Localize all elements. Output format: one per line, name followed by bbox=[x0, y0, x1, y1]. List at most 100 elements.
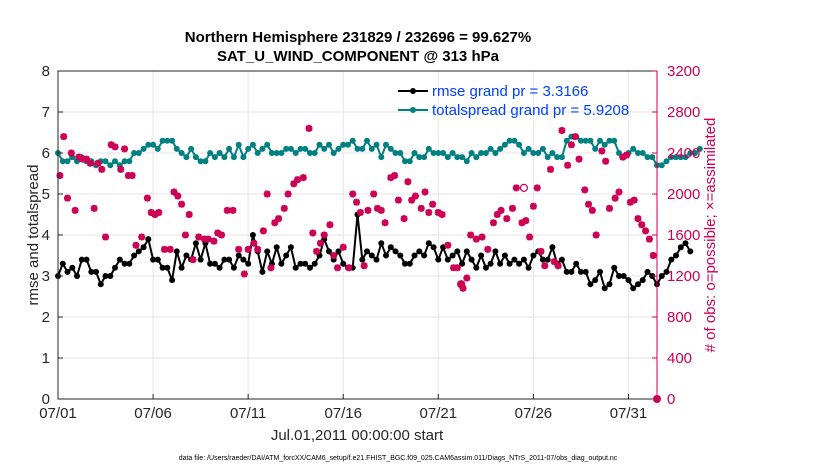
totalspread-point bbox=[330, 150, 337, 156]
obs-assimilated-marker bbox=[425, 208, 433, 216]
obs-assimilated-marker bbox=[320, 231, 328, 239]
totalspread-point bbox=[230, 154, 237, 161]
obs-assimilated-marker bbox=[107, 141, 115, 149]
totalspread-point bbox=[112, 158, 118, 165]
totalspread-point bbox=[287, 145, 294, 152]
obs-assimilated-marker bbox=[634, 215, 642, 223]
obs-assimilated-marker bbox=[64, 194, 72, 202]
totalspread-point bbox=[696, 145, 703, 152]
totalspread-point bbox=[307, 150, 313, 156]
totalspread-point bbox=[378, 154, 385, 161]
obs-assimilated-marker bbox=[313, 247, 321, 255]
totalspread-point bbox=[164, 137, 171, 144]
obs-assimilated-marker bbox=[75, 153, 83, 161]
obs-assimilated-marker bbox=[387, 174, 395, 182]
totalspread-point bbox=[554, 154, 561, 161]
rmse-point bbox=[463, 248, 470, 255]
rmse-point bbox=[150, 256, 157, 263]
totalspread-point bbox=[535, 150, 542, 156]
totalspread-point bbox=[311, 150, 318, 156]
rmse-point bbox=[501, 252, 508, 259]
totalspread-point bbox=[188, 145, 195, 152]
totalspread-point bbox=[406, 158, 413, 165]
obs-assimilated-marker bbox=[185, 211, 193, 218]
obs-assimilated-marker bbox=[642, 227, 650, 235]
totalspread-point bbox=[677, 154, 684, 161]
rmse-point bbox=[107, 273, 114, 279]
totalspread-point bbox=[278, 150, 285, 156]
rmse-point bbox=[539, 256, 546, 263]
y-left-tick-label: 1 bbox=[42, 350, 50, 367]
rmse-point bbox=[307, 264, 313, 271]
totalspread-point bbox=[492, 150, 499, 156]
rmse-point bbox=[164, 264, 171, 271]
obs-assimilated-marker bbox=[98, 165, 106, 173]
obs-assimilated-marker bbox=[147, 208, 155, 216]
totalspread-point bbox=[131, 150, 138, 156]
totalspread-point bbox=[478, 150, 485, 156]
rmse-point bbox=[335, 248, 342, 255]
totalspread-point bbox=[173, 145, 180, 152]
totalspread-point bbox=[345, 141, 351, 148]
x-tick-label: 07/31 bbox=[610, 405, 648, 422]
obs-assimilated-marker bbox=[280, 204, 288, 212]
totalspread-point bbox=[658, 162, 665, 169]
totalspread-point bbox=[226, 145, 233, 152]
obs-assimilated-marker bbox=[421, 188, 429, 196]
y-right-tick-label: 2800 bbox=[667, 104, 700, 121]
rmse-point bbox=[240, 256, 247, 263]
obs-assimilated-marker bbox=[381, 219, 389, 227]
totalspread-point bbox=[430, 150, 437, 156]
y-left-tick-label: 2 bbox=[42, 309, 50, 326]
totalspread-point bbox=[668, 154, 675, 161]
totalspread-point bbox=[254, 150, 261, 156]
rmse-point bbox=[169, 277, 176, 284]
data-file-footnote: data file: /Users/raeder/DAI/ATM_forcXX/… bbox=[179, 455, 618, 462]
x-tick-label: 07/11 bbox=[230, 405, 266, 422]
obs-assimilated-marker bbox=[493, 211, 501, 218]
obs-assimilated-marker bbox=[71, 206, 79, 214]
totalspread-point bbox=[516, 141, 523, 148]
totalspread-point bbox=[463, 158, 470, 165]
obs-assimilated-marker bbox=[404, 178, 412, 186]
rmse-point bbox=[226, 256, 233, 263]
totalspread-point bbox=[64, 158, 71, 165]
obs-assimilated-marker bbox=[250, 239, 258, 247]
rmse-point bbox=[249, 232, 256, 238]
rmse-point bbox=[568, 268, 575, 275]
totalspread-point bbox=[544, 154, 551, 161]
obs-assimilated-marker bbox=[630, 196, 638, 204]
rmse-point bbox=[406, 260, 413, 267]
obs-assimilated-marker bbox=[218, 231, 226, 239]
totalspread-point bbox=[459, 154, 466, 161]
obs-assimilated-marker bbox=[94, 159, 102, 167]
rmse-point bbox=[516, 260, 523, 267]
totalspread-point bbox=[221, 154, 228, 161]
rmse-point bbox=[359, 256, 366, 263]
rmse-point bbox=[311, 260, 318, 267]
totalspread-point bbox=[520, 150, 527, 156]
rmse-point bbox=[97, 281, 104, 288]
rmse-point bbox=[625, 277, 632, 284]
rmse-point bbox=[530, 252, 537, 259]
totalspread-point bbox=[216, 150, 223, 156]
totalspread-point bbox=[178, 150, 185, 156]
obs-assimilated-marker bbox=[316, 239, 324, 247]
y-right-tick-label: 1600 bbox=[667, 227, 700, 244]
totalspread-point bbox=[259, 145, 266, 152]
rmse-point bbox=[544, 256, 551, 263]
obs-assimilated-marker bbox=[330, 252, 338, 259]
rmse-point bbox=[340, 260, 347, 267]
rmse-point bbox=[154, 256, 161, 263]
totalspread-point bbox=[387, 145, 394, 152]
obs-assimilated-marker bbox=[472, 235, 480, 243]
rmse-point bbox=[454, 248, 461, 255]
obs-assimilated-marker bbox=[619, 153, 627, 161]
rmse-point bbox=[644, 268, 651, 275]
rmse-point bbox=[473, 264, 480, 271]
obs-assimilated-series bbox=[56, 124, 657, 292]
obs-assimilated-marker bbox=[429, 200, 437, 208]
rmse-point bbox=[131, 252, 138, 259]
totalspread-point bbox=[59, 158, 66, 165]
totalspread-point bbox=[373, 141, 380, 148]
